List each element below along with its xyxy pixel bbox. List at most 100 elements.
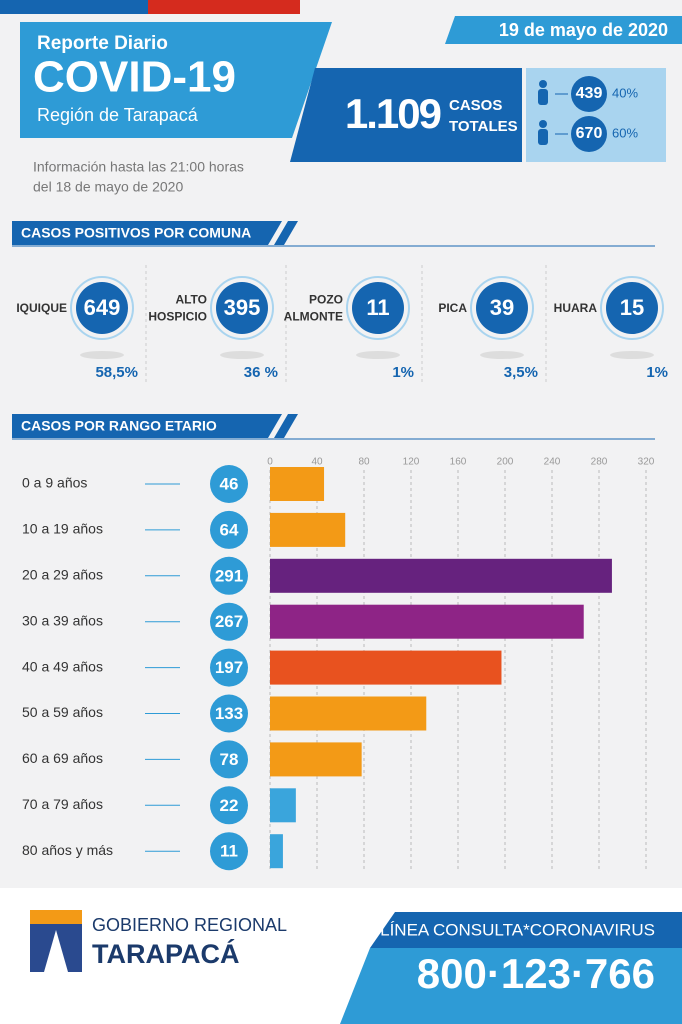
- category-label: 20 a 29 años: [22, 567, 103, 583]
- x-tick-label: 40: [311, 457, 323, 468]
- x-tick-label: 80: [358, 457, 370, 468]
- category-label: 70 a 79 años: [22, 796, 103, 812]
- value-badge: [210, 510, 248, 549]
- category-label: 80 años y más: [22, 842, 113, 858]
- comuna-value: 649: [84, 295, 121, 320]
- category-label: 10 a 19 años: [22, 521, 103, 537]
- comuna-percent: 58,5%: [95, 364, 138, 381]
- bar: [270, 696, 427, 731]
- bar: [270, 467, 325, 501]
- category-label: 30 a 39 años: [22, 612, 103, 628]
- section-header: CASOS POSITIVOS POR COMUNA: [12, 221, 655, 247]
- hotline-label: LÍNEA CONSULTA*CORONAVIRUS: [380, 920, 655, 939]
- comuna-value: 11: [366, 295, 389, 320]
- person-icon: [538, 129, 548, 145]
- shadow: [220, 351, 264, 359]
- value-badge: [606, 282, 658, 334]
- hotline-panel: [340, 948, 682, 1024]
- totals-panel: [290, 68, 522, 162]
- category-label: 0 a 9 años: [22, 475, 87, 491]
- category-label: 60 a 69 años: [22, 750, 103, 766]
- value-label: 267: [215, 612, 243, 631]
- flag-red: [148, 0, 300, 14]
- comuna-name: HUARA: [554, 301, 598, 315]
- value-label: 197: [215, 658, 243, 677]
- bar: [270, 742, 362, 777]
- group-percent: 40%: [612, 85, 638, 100]
- value-badge: [210, 786, 248, 825]
- value-badge: [210, 694, 248, 733]
- comuna-name: PICA: [438, 301, 467, 315]
- region: Región de Tarapacá: [37, 105, 199, 125]
- person-icon: [538, 89, 548, 105]
- flag-blue: [0, 0, 148, 14]
- group-percent: 60%: [612, 125, 638, 140]
- x-tick-label: 160: [450, 457, 467, 468]
- value-label: 78: [220, 750, 239, 769]
- ring: [210, 276, 274, 340]
- section-band: [12, 414, 282, 438]
- value-label: 64: [220, 520, 239, 539]
- info-line: del 18 de mayo de 2020: [33, 179, 183, 195]
- value-badge: [76, 282, 128, 334]
- value-label: 46: [220, 474, 239, 493]
- logo-tower: [44, 930, 68, 972]
- x-tick-label: 120: [403, 457, 420, 468]
- org-line: GOBIERNO REGIONAL: [92, 915, 287, 935]
- x-tick-label: 320: [638, 457, 655, 468]
- section-header: CASOS POR RANGO ETARIO: [12, 414, 655, 440]
- kicker: Reporte Diario: [37, 33, 168, 54]
- section-stripe: [274, 221, 298, 245]
- section-stripe: [274, 414, 298, 438]
- org-line: TARAPACÁ: [92, 938, 240, 969]
- chart-title: CASOS POR RANGO ETARIO: [21, 418, 217, 434]
- comuna-percent: 1%: [646, 364, 668, 381]
- hotline-band: [370, 912, 682, 948]
- ring: [600, 276, 664, 340]
- x-tick-label: 0: [267, 457, 273, 468]
- title: COVID-19: [33, 53, 236, 102]
- value-badge: [352, 282, 404, 334]
- bar: [270, 788, 296, 823]
- total-value: 1.109: [345, 90, 441, 137]
- value-badge: [210, 602, 248, 641]
- comuna-name: HOSPICIO: [148, 310, 207, 324]
- category-label: 40 a 49 años: [22, 658, 103, 674]
- total-label: CASOS: [449, 97, 502, 114]
- value-label: 133: [215, 704, 243, 723]
- comuna-name: IQUIQUE: [16, 301, 67, 315]
- value-badge: [571, 116, 607, 152]
- ring: [470, 276, 534, 340]
- shadow: [80, 351, 124, 359]
- logo-sun: [30, 910, 82, 924]
- comuna-name: ALTO: [175, 293, 207, 307]
- date-panel: [445, 16, 682, 44]
- bar: [270, 512, 346, 547]
- value-label: 291: [215, 566, 243, 585]
- value-badge: [210, 556, 248, 595]
- group-value: 670: [576, 125, 603, 142]
- value-label: 11: [220, 842, 238, 861]
- title-panel: [20, 22, 332, 138]
- x-tick-label: 240: [544, 457, 561, 468]
- value-label: 22: [220, 796, 239, 815]
- comuna-value: 15: [620, 295, 644, 320]
- date: 19 de mayo de 2020: [499, 20, 668, 40]
- comuna-name: POZO: [309, 293, 343, 307]
- comuna-value: 39: [490, 295, 514, 320]
- value-badge: [210, 740, 248, 779]
- category-label: 50 a 59 años: [22, 704, 103, 720]
- section-title: CASOS POSITIVOS POR COMUNA: [21, 225, 251, 241]
- comuna-percent: 3,5%: [504, 364, 538, 381]
- bar: [270, 558, 612, 593]
- comuna-percent: 1%: [392, 364, 414, 381]
- total-label: TOTALES: [449, 118, 518, 135]
- value-badge: [571, 76, 607, 112]
- logo: [30, 910, 82, 972]
- value-badge: [210, 832, 248, 871]
- value-badge: [210, 465, 248, 503]
- comuna-name: ALMONTE: [284, 310, 343, 324]
- info-line: Información hasta las 21:00 horas: [33, 159, 244, 175]
